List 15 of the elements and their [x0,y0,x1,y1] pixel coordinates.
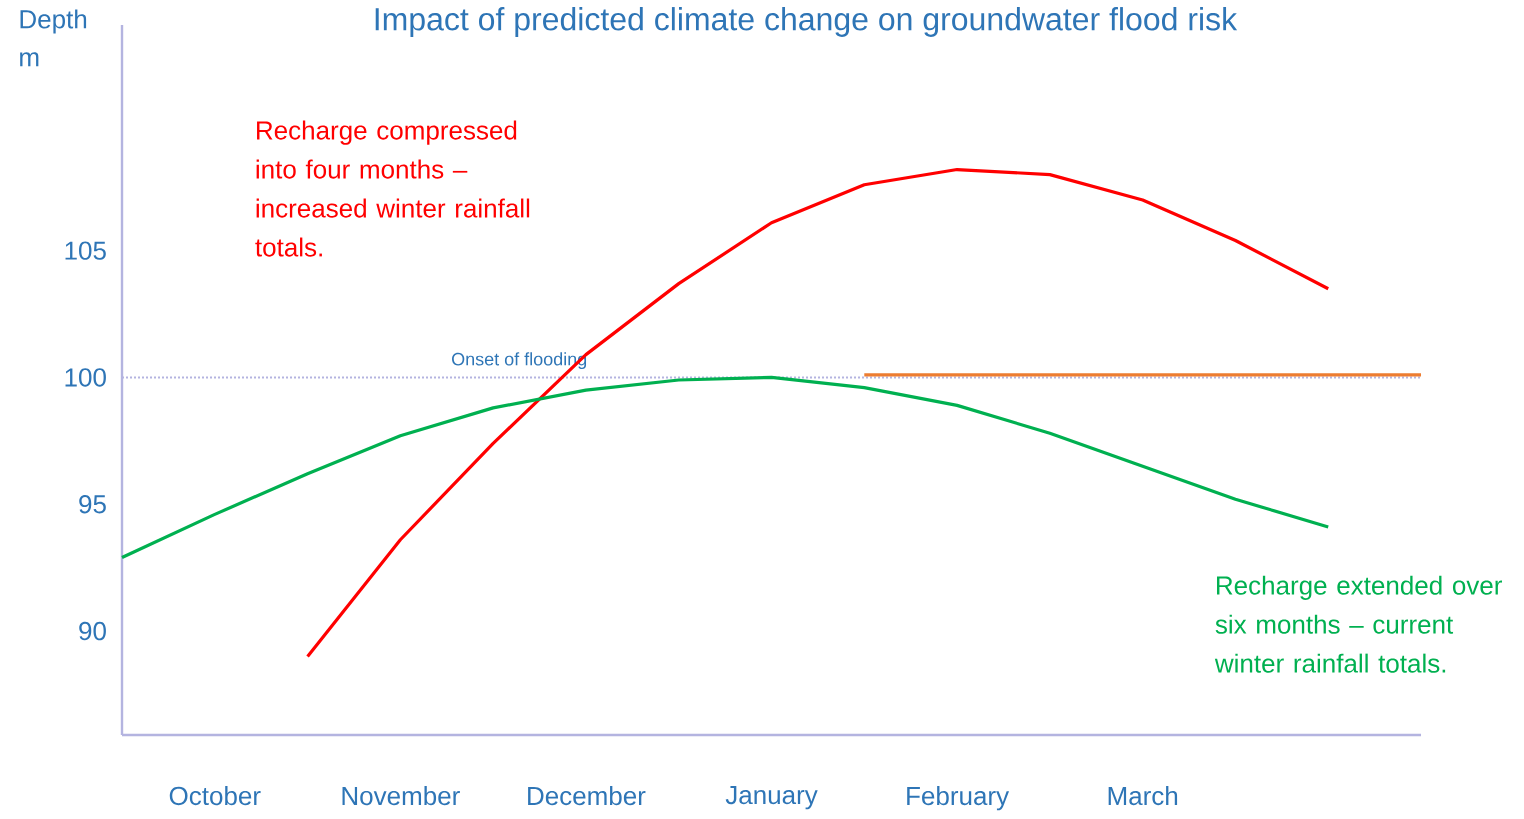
y-tick-label: 100 [65,368,106,387]
annotation: Recharge compressed into four months – increased winter rainfall totals. [255,120,530,257]
y-tick-label: 90 [79,621,106,641]
x-tick-label: January [725,786,818,810]
x-tick-label: February [907,786,1010,811]
line-series [120,375,1330,560]
annotation: Recharge extended over six months – current winter rainfall totals. [1214,575,1502,673]
x-tick-label: December [528,786,646,806]
y-tick-label: 95 [79,495,106,514]
y-axis-title: Depth m [20,9,87,67]
y-tick-label: 105 [65,241,106,260]
chart-title: Impact of predicted climate change on groundwater flood risk [375,7,1238,37]
x-tick-label: March [1108,786,1178,806]
x-tick-label: October [169,786,261,806]
x-tick-label: November [342,786,460,806]
